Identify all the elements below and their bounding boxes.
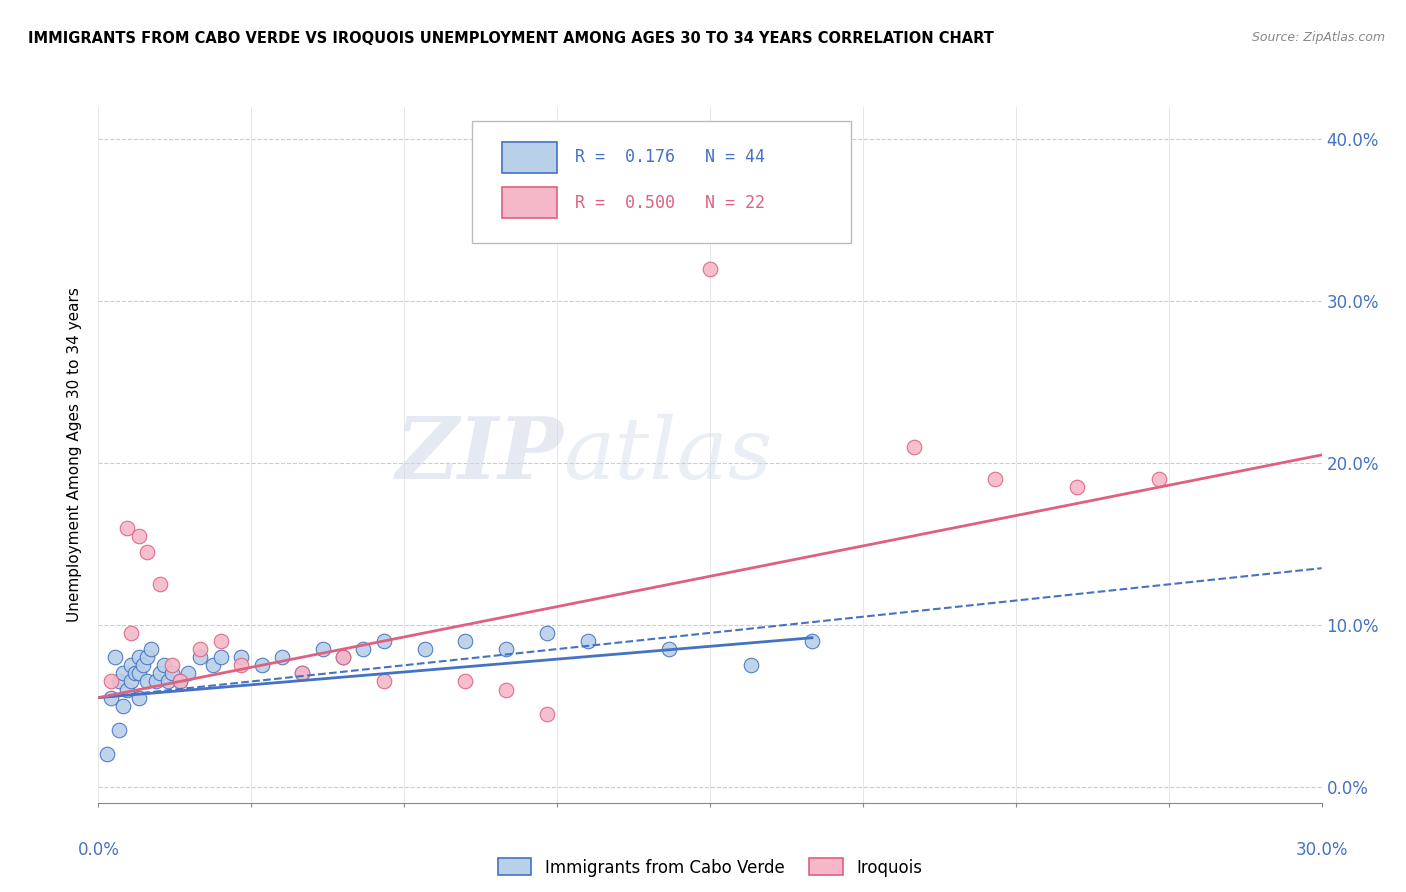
Text: ZIP: ZIP xyxy=(395,413,564,497)
Point xyxy=(658,642,681,657)
Point xyxy=(169,674,191,689)
Point xyxy=(454,634,477,648)
Point xyxy=(576,634,599,648)
Point xyxy=(188,642,212,657)
Point xyxy=(332,650,354,665)
Point xyxy=(141,642,163,657)
Point xyxy=(231,650,253,665)
Point xyxy=(160,666,183,681)
Point xyxy=(801,634,824,648)
Point xyxy=(903,440,925,454)
Point xyxy=(111,698,134,713)
Point xyxy=(699,261,721,276)
FancyBboxPatch shape xyxy=(502,187,557,219)
Point xyxy=(156,674,179,689)
Point xyxy=(373,674,395,689)
Point xyxy=(104,650,127,665)
Text: Source: ZipAtlas.com: Source: ZipAtlas.com xyxy=(1251,31,1385,45)
Point xyxy=(120,626,142,640)
Point xyxy=(1066,480,1088,494)
Text: atlas: atlas xyxy=(564,414,772,496)
Point xyxy=(495,682,517,697)
Point xyxy=(111,666,134,681)
Point xyxy=(1147,472,1170,486)
Point xyxy=(108,723,131,737)
Text: 30.0%: 30.0% xyxy=(1295,841,1348,859)
Point xyxy=(96,747,118,762)
FancyBboxPatch shape xyxy=(502,142,557,173)
Point xyxy=(149,666,172,681)
Point xyxy=(312,642,335,657)
Point xyxy=(536,706,558,721)
Point xyxy=(270,650,294,665)
Text: IMMIGRANTS FROM CABO VERDE VS IROQUOIS UNEMPLOYMENT AMONG AGES 30 TO 34 YEARS CO: IMMIGRANTS FROM CABO VERDE VS IROQUOIS U… xyxy=(28,31,994,46)
Point xyxy=(740,658,762,673)
Point xyxy=(231,658,253,673)
Point xyxy=(128,529,150,543)
Point xyxy=(209,650,232,665)
Point xyxy=(115,682,138,697)
FancyBboxPatch shape xyxy=(471,121,851,243)
Point xyxy=(120,674,142,689)
Point xyxy=(209,634,232,648)
Point xyxy=(413,642,436,657)
Point xyxy=(136,545,159,559)
Point xyxy=(160,658,183,673)
Point xyxy=(149,577,172,591)
Point xyxy=(169,674,191,689)
Point xyxy=(332,650,354,665)
Text: R =  0.176   N = 44: R = 0.176 N = 44 xyxy=(575,148,765,166)
Point xyxy=(128,650,150,665)
Point xyxy=(177,666,200,681)
Point xyxy=(128,666,150,681)
Point xyxy=(152,658,174,673)
Point xyxy=(984,472,1007,486)
Y-axis label: Unemployment Among Ages 30 to 34 years: Unemployment Among Ages 30 to 34 years xyxy=(67,287,83,623)
Point xyxy=(100,690,122,705)
Point xyxy=(136,650,159,665)
Point xyxy=(108,674,131,689)
Point xyxy=(373,634,395,648)
Point xyxy=(124,666,146,681)
Point xyxy=(495,642,517,657)
Point xyxy=(352,642,374,657)
Point xyxy=(128,690,150,705)
Point xyxy=(454,674,477,689)
Point xyxy=(115,521,138,535)
Point xyxy=(188,650,212,665)
Point xyxy=(536,626,558,640)
Point xyxy=(291,666,314,681)
Legend: Immigrants from Cabo Verde, Iroquois: Immigrants from Cabo Verde, Iroquois xyxy=(489,850,931,885)
Text: R =  0.500   N = 22: R = 0.500 N = 22 xyxy=(575,194,765,212)
Point xyxy=(291,666,314,681)
Point xyxy=(145,674,167,689)
Point xyxy=(132,658,155,673)
Point xyxy=(201,658,224,673)
Point xyxy=(250,658,273,673)
Point xyxy=(120,658,142,673)
Point xyxy=(136,674,159,689)
Text: 0.0%: 0.0% xyxy=(77,841,120,859)
Point xyxy=(100,674,122,689)
